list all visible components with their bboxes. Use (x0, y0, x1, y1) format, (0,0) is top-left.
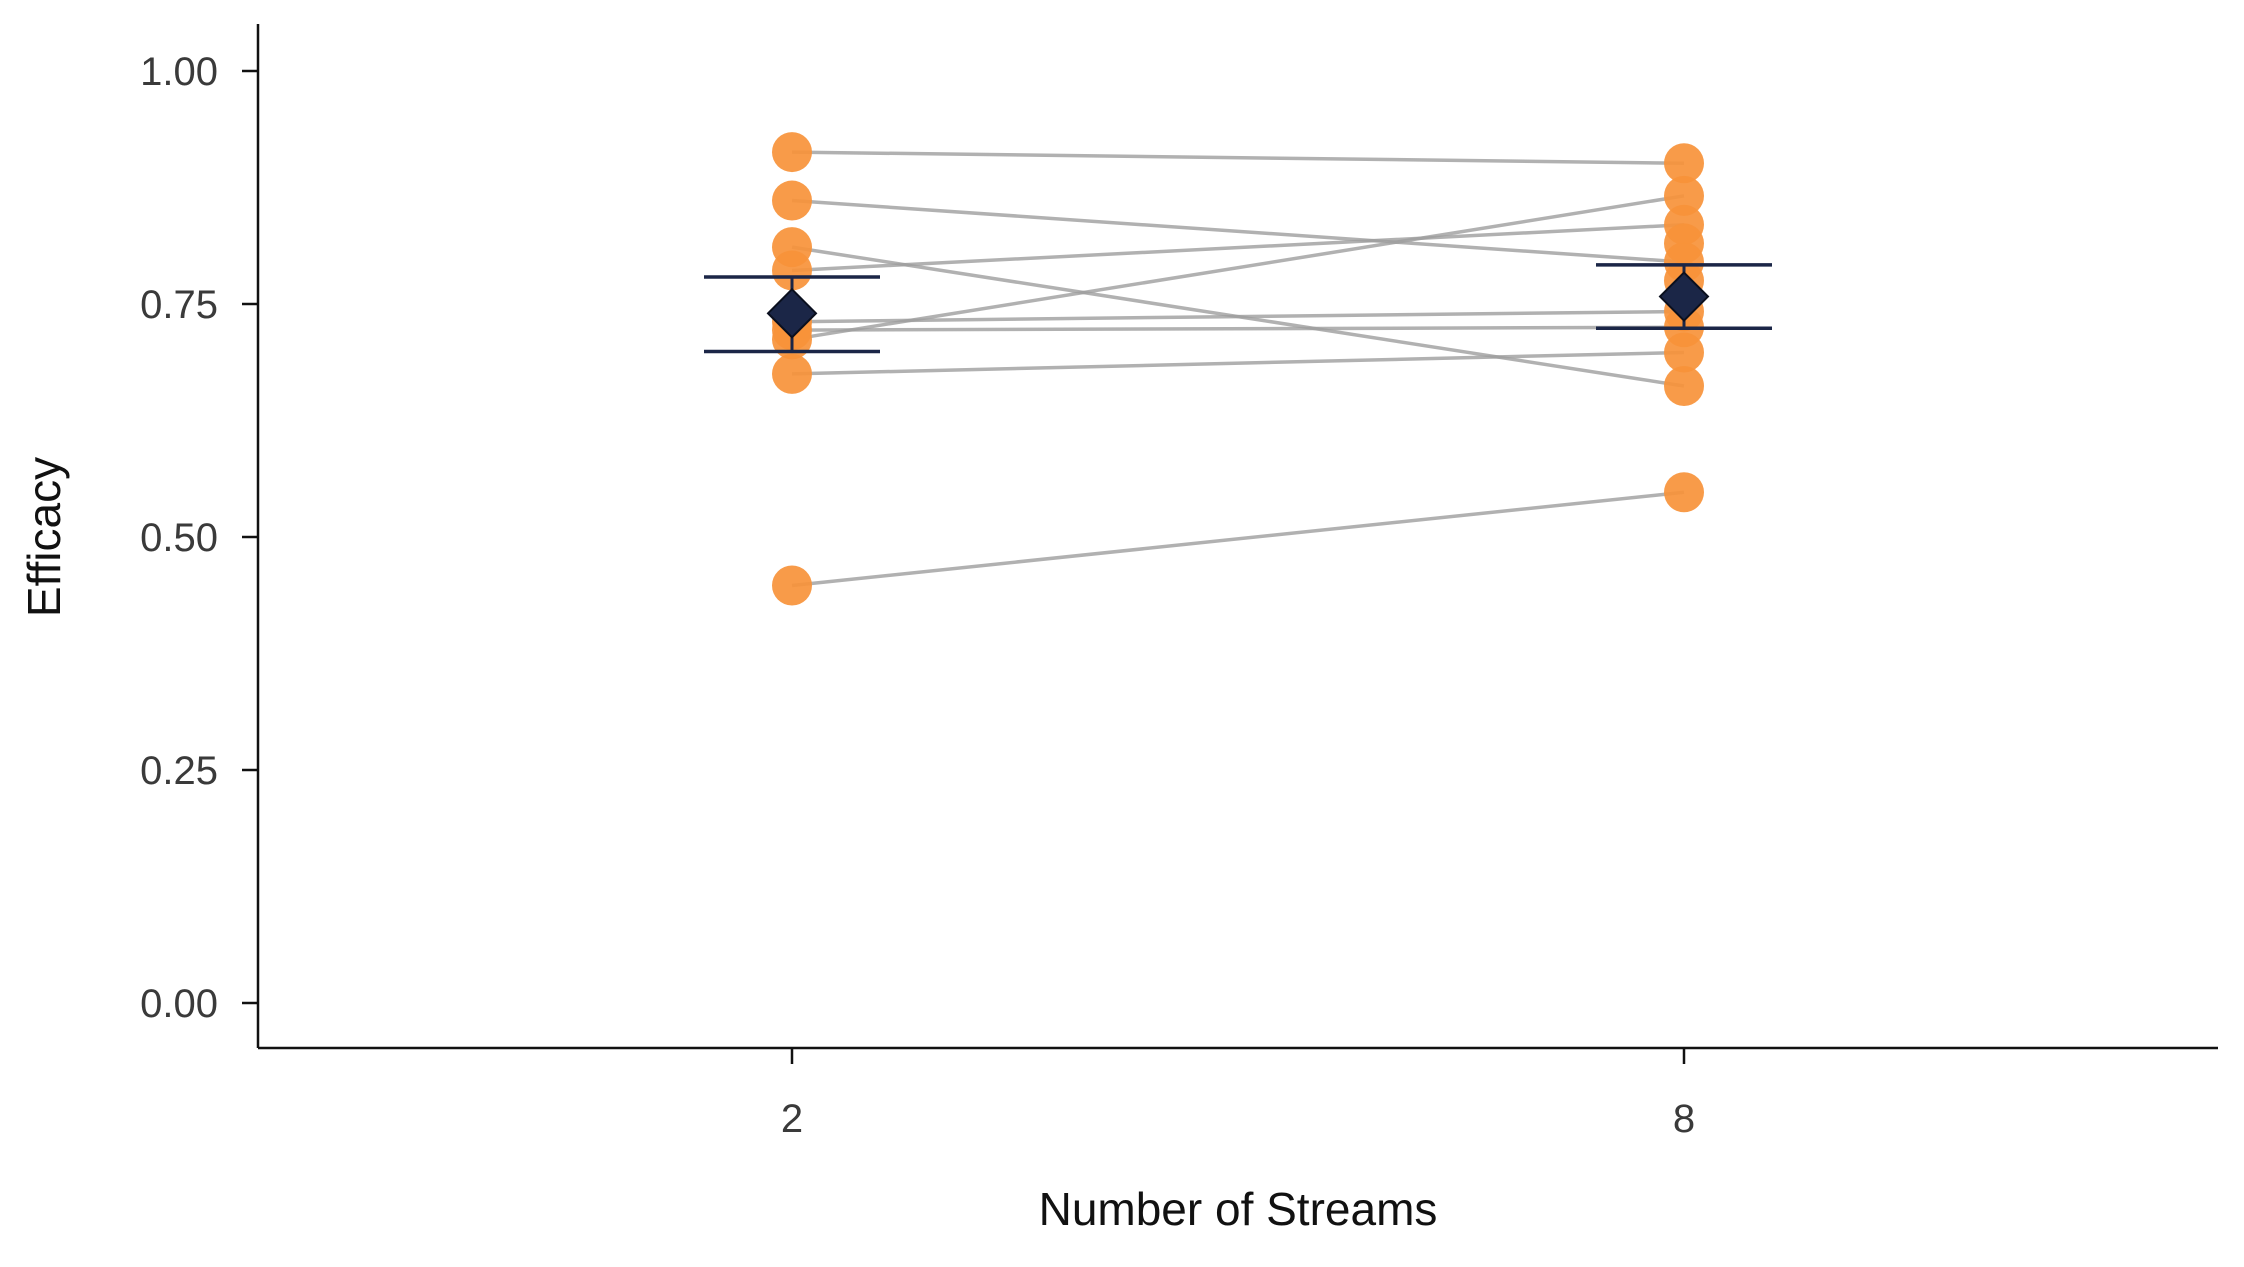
paired-lines (791, 150, 1685, 588)
data-point (772, 353, 812, 394)
y-tick-label: 0.75 (140, 283, 218, 327)
paired-line (791, 194, 1685, 342)
axes-layer (256, 24, 2218, 1050)
mean-marker (1658, 271, 1710, 322)
y-tick-label: 1.00 (140, 50, 218, 94)
paired-line (791, 490, 1685, 588)
data-point (1664, 223, 1704, 264)
data-point (1664, 143, 1704, 184)
data-point (1664, 472, 1704, 513)
x-tick-label: 8 (1673, 1097, 1695, 1141)
data-point (772, 180, 812, 221)
x-axis-title: Number of Streams (1039, 1183, 1438, 1235)
data-point (1664, 332, 1704, 373)
x-tick-label: 2 (781, 1097, 803, 1141)
paired-line (791, 325, 1685, 332)
data-point (772, 565, 812, 606)
y-ticks: 0.00 0.25 0.50 0.75 1.00 (140, 50, 258, 1026)
paired-line (791, 309, 1685, 324)
data-point (1664, 175, 1704, 216)
paired-line (791, 223, 1685, 273)
paired-line (791, 350, 1685, 376)
y-tick-label: 0.50 (140, 516, 218, 560)
y-axis-title: Efficacy (18, 457, 70, 617)
data-point (1664, 366, 1704, 407)
summary-markers (704, 263, 1772, 354)
paired-line (791, 150, 1685, 166)
mean-marker (766, 287, 818, 339)
y-tick-label: 0.25 (140, 749, 218, 793)
paired-line (791, 198, 1685, 264)
data-point (772, 250, 812, 291)
data-point (772, 132, 812, 173)
y-tick-label: 0.00 (140, 982, 218, 1026)
